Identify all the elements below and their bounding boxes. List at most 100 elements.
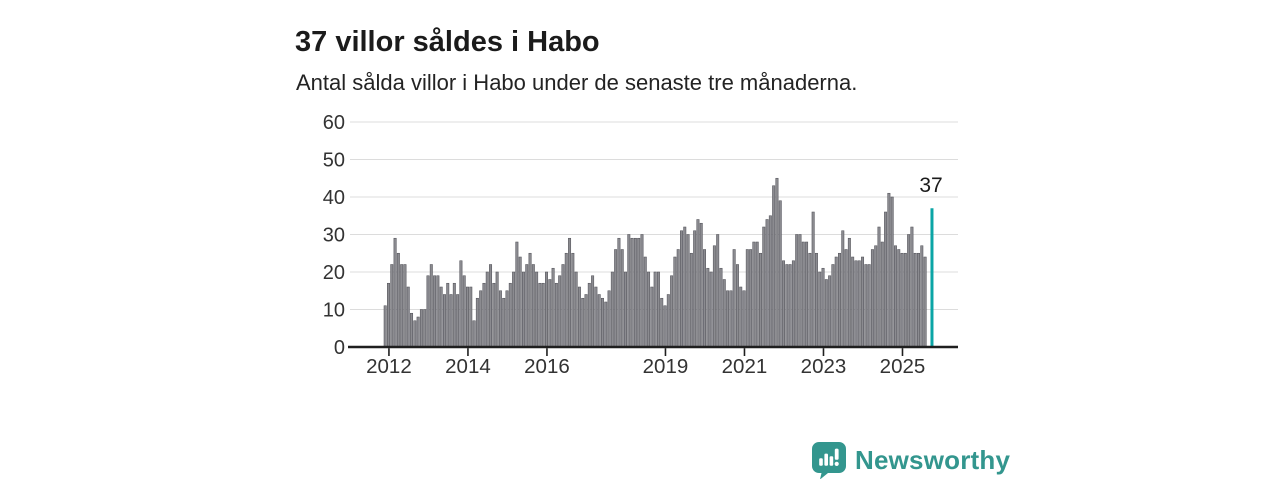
bar <box>396 252 400 348</box>
bar <box>798 234 802 348</box>
bar <box>545 271 548 348</box>
bar <box>920 245 924 348</box>
bar <box>844 249 848 348</box>
bar <box>680 230 683 348</box>
newsworthy-logo-icon <box>812 442 846 479</box>
bar <box>913 252 917 348</box>
newsworthy-logo-link[interactable]: Newsworthy <box>812 442 1010 479</box>
bar <box>442 294 446 348</box>
bar <box>535 271 539 348</box>
x-axis-tick-label: 2021 <box>722 355 768 378</box>
bar <box>498 290 502 348</box>
bar <box>739 286 743 348</box>
bar <box>653 271 657 348</box>
bar <box>640 234 644 348</box>
bar <box>666 294 670 348</box>
y-axis-tick-label: 10 <box>323 300 345 322</box>
bar <box>838 252 841 348</box>
bar <box>607 290 611 348</box>
y-axis-tick-label: 0 <box>334 337 345 359</box>
bar <box>768 215 772 348</box>
bar <box>512 271 516 348</box>
bar <box>693 230 697 348</box>
bar <box>729 290 733 348</box>
bar <box>475 297 479 348</box>
bar <box>416 316 420 348</box>
bar <box>722 279 726 348</box>
x-axis-tick-label: 2014 <box>445 355 491 378</box>
bar <box>479 290 483 348</box>
bar <box>452 282 456 348</box>
bar <box>591 275 595 348</box>
bar <box>818 271 822 348</box>
bar <box>910 226 914 348</box>
bar <box>571 252 575 348</box>
bar <box>469 286 473 348</box>
y-axis-tick-label: 50 <box>323 150 345 172</box>
bar <box>745 249 749 348</box>
bar <box>406 286 410 348</box>
bar <box>726 290 730 348</box>
bar <box>581 297 585 348</box>
bar <box>456 294 460 348</box>
bar <box>462 275 466 348</box>
bar <box>759 252 762 348</box>
bar <box>778 200 782 348</box>
bar <box>518 256 522 348</box>
bar <box>861 256 865 348</box>
bar <box>525 264 529 348</box>
bar <box>864 264 868 348</box>
bar <box>400 264 404 348</box>
bar <box>660 297 664 348</box>
newsworthy-logo-text: Newsworthy <box>855 445 1011 475</box>
bar <box>808 252 812 348</box>
bar <box>854 260 858 348</box>
bar <box>650 286 654 348</box>
bar <box>594 286 598 348</box>
highlight-bar <box>930 208 934 347</box>
y-axis-tick-label: 20 <box>323 262 345 284</box>
bar <box>907 234 911 348</box>
bar <box>755 241 759 348</box>
bar <box>521 271 525 348</box>
bar <box>410 312 414 348</box>
bar <box>446 282 450 348</box>
bar <box>439 286 443 348</box>
bar <box>614 249 618 348</box>
bar <box>515 241 519 348</box>
bar <box>887 192 891 348</box>
bar <box>548 279 552 348</box>
bar <box>884 211 888 348</box>
bar <box>703 249 706 348</box>
bar <box>584 294 588 348</box>
x-axis-tick-label: 2025 <box>880 355 926 378</box>
bar <box>643 256 647 348</box>
bar <box>811 211 815 348</box>
bar <box>627 234 631 348</box>
bar <box>670 275 674 348</box>
bar <box>689 252 693 348</box>
bar <box>834 256 838 348</box>
bar <box>551 267 555 348</box>
bar <box>857 260 861 348</box>
bar <box>656 271 660 348</box>
bar <box>390 264 394 348</box>
bar <box>433 275 437 348</box>
bar <box>541 282 545 348</box>
bar <box>673 256 677 348</box>
bar <box>772 185 776 348</box>
bar <box>893 245 897 348</box>
bar <box>795 234 799 348</box>
page-title: 37 villor såldes i Habo <box>295 26 600 59</box>
bar <box>831 264 835 348</box>
chart-subtitle: Antal sålda villor i Habo under de senas… <box>296 70 858 95</box>
x-axis-tick-label: 2012 <box>366 355 412 378</box>
bar <box>482 282 486 348</box>
bar <box>633 237 637 348</box>
bar <box>489 264 493 348</box>
bar <box>561 264 565 348</box>
bar <box>716 234 720 348</box>
bar <box>923 256 927 348</box>
bar <box>706 267 710 348</box>
bar <box>788 264 792 348</box>
